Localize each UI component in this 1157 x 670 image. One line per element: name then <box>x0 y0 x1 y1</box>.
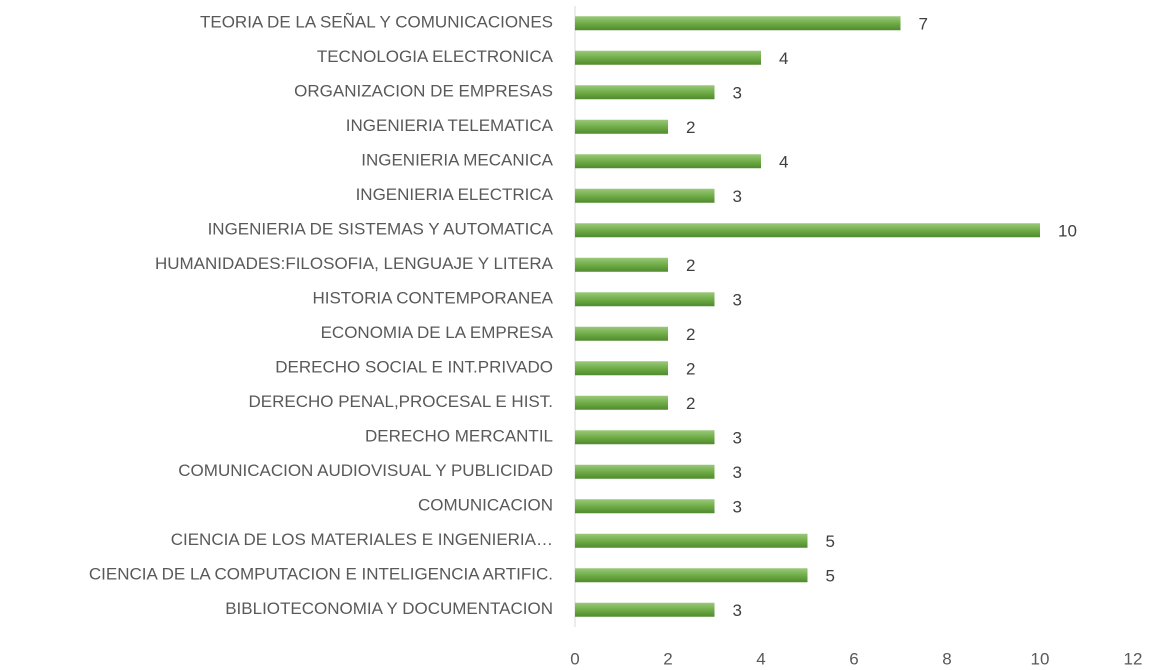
bar <box>575 154 761 169</box>
x-tick-label: 2 <box>663 649 672 668</box>
bar <box>575 292 715 307</box>
data-label: 10 <box>1058 222 1077 241</box>
data-label: 2 <box>686 325 695 344</box>
data-label: 4 <box>779 153 788 172</box>
x-tick-label: 0 <box>570 649 579 668</box>
data-label: 4 <box>779 49 788 68</box>
bar <box>575 257 668 272</box>
y-tick-label: DERECHO MERCANTIL <box>365 427 553 446</box>
bar <box>575 568 808 583</box>
x-tick-label: 12 <box>1124 649 1143 668</box>
y-tick-label: CIENCIA DE LA COMPUTACION E INTELIGENCIA… <box>89 565 553 584</box>
y-tick-label: COMUNICACION AUDIOVISUAL Y PUBLICIDAD <box>178 461 553 480</box>
bar <box>575 85 715 100</box>
data-label: 2 <box>686 360 695 379</box>
data-label: 2 <box>686 256 695 275</box>
bar <box>575 361 668 376</box>
y-tick-label: DERECHO SOCIAL E INT.PRIVADO <box>275 358 553 377</box>
y-tick-label: DERECHO PENAL,PROCESAL E HIST. <box>248 392 553 411</box>
data-label: 5 <box>826 532 835 551</box>
y-tick-label: HUMANIDADES:FILOSOFIA, LENGUAJE Y LITERA <box>155 254 554 273</box>
data-label: 3 <box>733 429 742 448</box>
y-tick-label: TECNOLOGIA ELECTRONICA <box>317 47 554 66</box>
data-label: 2 <box>686 394 695 413</box>
bar <box>575 430 715 445</box>
bar <box>575 499 715 514</box>
data-label: 3 <box>733 84 742 103</box>
bar <box>575 326 668 341</box>
bar <box>575 188 715 203</box>
bar <box>575 223 1040 238</box>
bar <box>575 464 715 479</box>
y-tick-label: HISTORIA CONTEMPORANEA <box>312 289 553 308</box>
y-tick-label: COMUNICACION <box>418 496 553 515</box>
y-tick-label: INGENIERIA TELEMATICA <box>346 116 554 135</box>
y-tick-label: INGENIERIA MECANICA <box>361 151 553 170</box>
data-label: 5 <box>826 567 835 586</box>
data-label: 7 <box>919 15 928 34</box>
y-tick-label: ECONOMIA DE LA EMPRESA <box>321 323 554 342</box>
bar <box>575 119 668 134</box>
x-tick-label: 4 <box>756 649 765 668</box>
data-label: 2 <box>686 118 695 137</box>
x-tick-label: 8 <box>942 649 951 668</box>
data-label: 3 <box>733 498 742 517</box>
y-tick-label: CIENCIA DE LOS MATERIALES E INGENIERIA… <box>171 530 553 549</box>
bar <box>575 602 715 617</box>
y-tick-label: INGENIERIA ELECTRICA <box>356 185 554 204</box>
y-tick-label: TEORIA DE LA SEÑAL Y COMUNICACIONES <box>200 13 553 32</box>
bar <box>575 50 761 65</box>
data-label: 3 <box>733 463 742 482</box>
x-tick-label: 6 <box>849 649 858 668</box>
y-tick-label: ORGANIZACION DE EMPRESAS <box>294 82 553 101</box>
x-tick-label: 10 <box>1031 649 1050 668</box>
bar <box>575 395 668 410</box>
data-label: 3 <box>733 187 742 206</box>
data-label: 3 <box>733 291 742 310</box>
y-tick-label: INGENIERIA DE SISTEMAS Y AUTOMATICA <box>208 220 554 239</box>
y-tick-label: BIBLIOTECONOMIA Y DOCUMENTACION <box>225 599 553 618</box>
data-label: 3 <box>733 601 742 620</box>
bar <box>575 16 901 31</box>
bar <box>575 533 808 548</box>
